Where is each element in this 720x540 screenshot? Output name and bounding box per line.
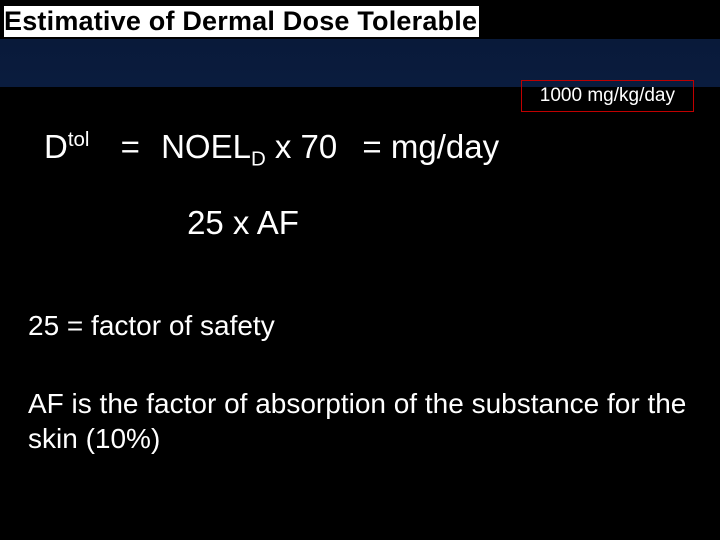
lhs-superscript: tol — [68, 128, 90, 151]
slide-title: Estimative of Dermal Dose Tolerable — [4, 6, 479, 37]
formula-lhs: Dtol — [44, 128, 89, 166]
numerator-sub: D — [251, 148, 266, 171]
numerator-mult: x 70 — [266, 128, 338, 165]
denominator: 25 x AF — [187, 174, 339, 242]
equals-sign-1: = — [121, 128, 140, 166]
numerator: NOELD x 70 — [159, 128, 339, 174]
formula-result: = mg/day — [362, 128, 499, 166]
safety-factor-explanation: 25 = factor of safety — [28, 310, 275, 342]
lhs-base: D — [44, 128, 68, 165]
absorption-factor-explanation: AF is the factor of absorption of the su… — [28, 386, 692, 456]
formula-fraction: NOELD x 70 25 x AF — [159, 128, 339, 242]
numerator-noel: NOEL — [161, 128, 251, 165]
noel-annotation-box: 1000 mg/kg/day — [521, 80, 694, 112]
formula: Dtol = NOELD x 70 25 x AF = mg/day — [44, 128, 499, 242]
noel-annotation-text: 1000 mg/kg/day — [540, 85, 675, 106]
